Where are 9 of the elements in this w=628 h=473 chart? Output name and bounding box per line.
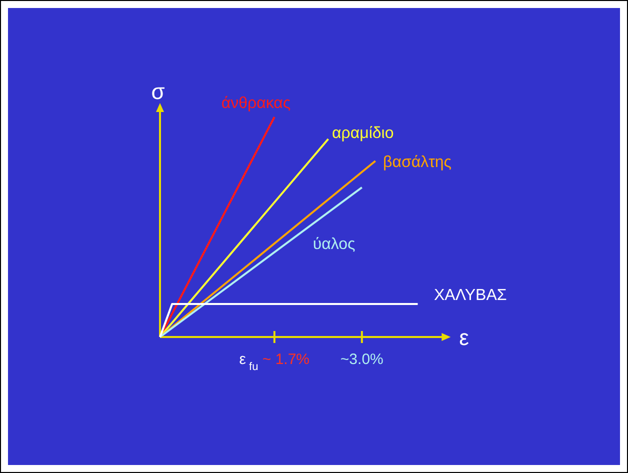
x-tick-label: ~3.0% <box>340 351 384 368</box>
series-label: άνθρακας <box>221 95 291 112</box>
x-axis-title: ε <box>459 325 470 350</box>
series-label: ΧΑΛΥΒΑΣ <box>434 287 507 304</box>
y-axis-title: σ <box>151 79 166 104</box>
series-label: ύαλος <box>312 236 356 253</box>
series-label: αραμίδιο <box>332 125 394 142</box>
series-label: βασάλτης <box>383 154 452 171</box>
x-tick-label: ε$_{fu}$ ~ 1.7% <box>239 351 310 373</box>
